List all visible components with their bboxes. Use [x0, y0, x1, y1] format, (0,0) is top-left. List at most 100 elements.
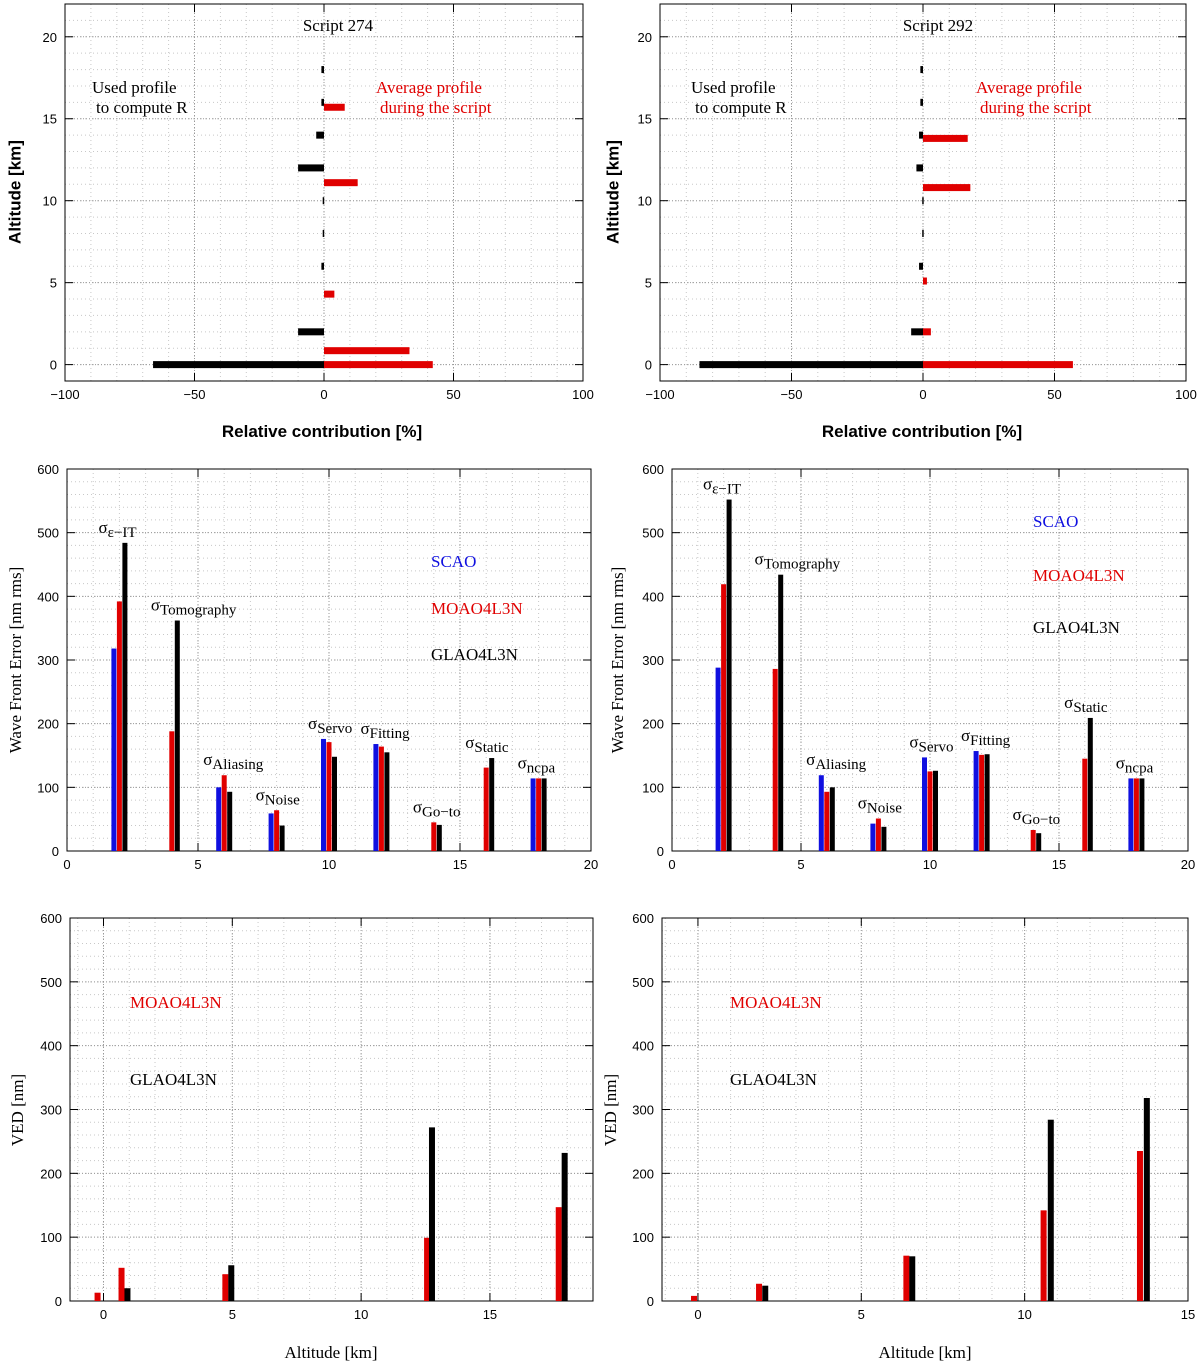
y-axis-label: VED [nm] — [8, 1074, 27, 1146]
legend-entry: MOAO4L3N — [130, 993, 222, 1012]
y-axis-label: Wave Front Error [nm rms] — [6, 567, 25, 754]
bar — [762, 1285, 769, 1301]
bar — [216, 787, 222, 851]
group-label: σTomography — [151, 596, 237, 619]
y-tick-label: 200 — [632, 1166, 654, 1181]
sigma: σ — [203, 750, 212, 769]
bar — [111, 648, 117, 851]
y-tick-label: 500 — [632, 975, 654, 990]
y-tick-label: 600 — [37, 462, 59, 477]
sigma: σ — [413, 797, 422, 816]
y-tick-label: 100 — [632, 1230, 654, 1245]
x-tick-label: 5 — [194, 857, 201, 872]
x-tick-label: −100 — [50, 387, 79, 402]
x-axis-label: Altitude [km] — [878, 1343, 971, 1362]
bar — [118, 1267, 125, 1301]
subscript: Aliasing — [212, 757, 263, 773]
sigma: σ — [909, 732, 918, 751]
bar — [324, 179, 358, 187]
plot-frame — [69, 917, 594, 1302]
bar — [922, 229, 924, 237]
x-tick-label: −100 — [645, 387, 674, 402]
subscript: Fitting — [970, 733, 1011, 749]
sigma: σ — [755, 550, 764, 569]
x-tick-label: 15 — [483, 1307, 497, 1322]
bar — [321, 66, 324, 74]
subscript: ncpa — [527, 760, 556, 776]
subscript: ncpa — [1125, 760, 1154, 776]
x-tick-label: −50 — [183, 387, 205, 402]
y-tick-label: 10 — [43, 194, 57, 209]
group-label: σNoise — [256, 785, 301, 808]
sigma: σ — [308, 714, 317, 733]
annotation: during the script — [380, 98, 492, 117]
bar — [933, 770, 938, 851]
bar — [274, 810, 280, 851]
bar — [919, 262, 923, 270]
subscript: ε−IT — [712, 482, 741, 498]
sigma: σ — [1064, 693, 1073, 712]
y-tick-label: 600 — [40, 911, 62, 926]
group-label: σStatic — [465, 733, 509, 756]
bar — [1136, 1150, 1143, 1301]
bar — [489, 758, 495, 851]
bar — [424, 1237, 431, 1301]
subscript: Servo — [317, 721, 352, 737]
x-tick-label: 5 — [797, 857, 804, 872]
annotation: Average profile — [376, 78, 482, 97]
y-tick-label: 400 — [632, 1039, 654, 1054]
y-axis-label: Wave Front Error [nm rms] — [608, 567, 627, 754]
bar — [919, 131, 923, 139]
subscript: Aliasing — [815, 757, 866, 773]
bar — [778, 574, 784, 851]
subscript: Fitting — [370, 726, 411, 742]
y-tick-label: 100 — [37, 780, 59, 795]
x-tick-label: 100 — [572, 387, 594, 402]
bar — [870, 823, 876, 851]
sigma: σ — [858, 794, 867, 813]
bar — [321, 98, 324, 106]
sigma: σ — [151, 596, 160, 615]
bar — [279, 825, 285, 851]
bar — [316, 131, 324, 139]
legend-entry: GLAO4L3N — [431, 645, 518, 664]
legend-entry: GLAO4L3N — [1033, 618, 1120, 637]
y-axis-label: Altitude [km] — [603, 140, 622, 244]
group-label: σGo−to — [1013, 805, 1061, 828]
bar — [984, 754, 990, 851]
group-label: σncpa — [1116, 753, 1154, 776]
y-tick-label: 600 — [632, 911, 654, 926]
bar — [1143, 1098, 1150, 1301]
bar — [373, 744, 379, 851]
bar — [923, 134, 968, 142]
bar — [875, 818, 881, 851]
y-tick-label: 200 — [37, 717, 59, 732]
annotation: Used profile — [691, 78, 776, 97]
legend-entry: MOAO4L3N — [730, 993, 822, 1012]
bar — [1030, 829, 1036, 851]
bar — [124, 1288, 131, 1301]
sigma: σ — [806, 750, 815, 769]
group-label: σncpa — [518, 753, 556, 776]
group-label: σGo−to — [413, 797, 461, 820]
bar — [1128, 778, 1134, 851]
bar — [431, 822, 437, 851]
bar — [920, 66, 923, 74]
subscript: Noise — [867, 801, 902, 817]
x-tick-label: 0 — [63, 857, 70, 872]
sigma: σ — [518, 753, 527, 772]
y-tick-label: 15 — [43, 112, 57, 127]
plot-frame — [659, 3, 1187, 382]
bar — [324, 347, 410, 355]
bar — [536, 778, 542, 851]
bar — [321, 262, 324, 270]
plot-frame — [661, 917, 1189, 1302]
y-tick-label: 500 — [37, 526, 59, 541]
y-tick-label: 200 — [642, 717, 664, 732]
y-axis-label: Altitude [km] — [5, 140, 24, 244]
y-tick-label: 300 — [632, 1103, 654, 1118]
bar — [726, 499, 732, 851]
group-label: σε−IT — [98, 518, 136, 541]
sigma: σ — [1116, 753, 1125, 772]
x-tick-label: 50 — [1047, 387, 1061, 402]
